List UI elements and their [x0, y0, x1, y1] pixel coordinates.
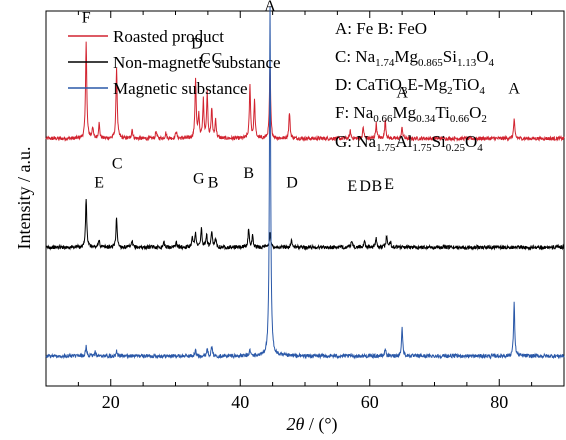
phase-text-part: 4 [477, 142, 483, 154]
x-tick-label: 20 [102, 392, 120, 412]
phase-a-b-label: A: Fe B: FeO [335, 19, 427, 38]
phase-text-part: Mg [394, 47, 418, 66]
x-tick-label: 60 [361, 392, 379, 412]
phase-text-part: 0.865 [418, 57, 443, 69]
series-line-0 [45, 41, 565, 142]
phase-c-label: C: Na1.74​Mg0.865​Si1.13​O4​ [335, 47, 494, 69]
x-tick-label: 40 [231, 392, 249, 412]
legend-label-magnetic: Magnetic substance [113, 79, 248, 98]
phase-text-part: 1.74 [375, 57, 395, 69]
peak-label: A [396, 84, 408, 101]
phase-text-part: 2 [481, 113, 487, 125]
phase-text-part: O [465, 132, 477, 151]
peak-label: B [208, 174, 219, 191]
phase-text-part: TiO [453, 75, 480, 94]
phase-text-part: Ti [435, 103, 450, 122]
phase-text-part: G: Na [335, 132, 377, 151]
phase-text-part: O [469, 103, 481, 122]
peak-label: B [243, 165, 254, 182]
phase-text-part: Si [432, 132, 446, 151]
peak-label: C [112, 156, 123, 173]
peak-label: A [508, 81, 520, 98]
phase-text-part: 0.25 [446, 142, 466, 154]
x-axis-label-unit: / (°) [304, 414, 337, 435]
x-tick-label: 80 [490, 392, 508, 412]
peak-label: F [82, 9, 91, 26]
phase-text-part: 1.13 [457, 57, 477, 69]
phase-text-part: E-Mg [407, 75, 447, 94]
phase-text-part: F: Na [335, 103, 374, 122]
phase-text-part: Mg [393, 103, 417, 122]
phase-text-part: 4 [479, 85, 485, 97]
phase-text-part: 4 [488, 57, 494, 69]
x-axis-label: 2θ / (°) [286, 414, 337, 435]
peak-label: C [200, 51, 211, 68]
x-axis: 20 40 60 80 [45, 11, 565, 412]
series-layer [45, 6, 565, 360]
peak-label: A [264, 0, 276, 15]
peak-label: E [94, 174, 104, 191]
phase-text-part: O [476, 47, 488, 66]
peak-label: D [286, 174, 298, 191]
series-line-1 [45, 199, 565, 251]
phase-text-part: 1.75 [376, 142, 396, 154]
peak-label: E [384, 176, 394, 193]
peak-label: G [193, 171, 205, 188]
phase-legend: A: Fe B: FeO C: Na1.74​Mg0.865​Si1.13​O4​… [335, 19, 494, 154]
phase-f-label: F: Na0.66​Mg0.34​Ti0.66​O2​ [335, 103, 487, 125]
legend: Roasted product Non-magnetic substance M… [68, 27, 281, 98]
peak-label: C [212, 51, 223, 68]
phase-text-part: 0.66 [450, 113, 470, 125]
phase-text-part: 0.66 [373, 113, 393, 125]
legend-label-nonmagnetic: Non-magnetic substance [113, 53, 281, 72]
peak-label: E [347, 178, 357, 195]
phase-text-part: 3 [402, 85, 408, 97]
legend-label-roasted: Roasted product [113, 27, 224, 46]
series-line-2 [45, 6, 565, 360]
phase-text-part: 0.34 [416, 113, 436, 125]
phase-text-part: 1.75 [412, 142, 432, 154]
phase-text-part: C: Na [335, 47, 376, 66]
phase-text-part: Al [395, 132, 412, 151]
peak-label: D [359, 178, 371, 195]
phase-text-part: Si [443, 47, 457, 66]
phase-g-label: G: Na1.75​Al1.75​Si0.25​O4​ [335, 132, 483, 154]
phase-text-part: 2 [447, 85, 453, 97]
peak-label: B [372, 178, 383, 195]
phase-text-part: A: Fe B: FeO [335, 19, 427, 38]
peak-label: D [191, 36, 203, 53]
x-axis-label-theta: 2θ [286, 414, 304, 434]
y-axis-label: Intensity / a.u. [14, 147, 34, 250]
phase-text-part: D: CaTiO [335, 75, 402, 94]
phase-d-label: D: CaTiO3​E-Mg2​TiO4​ [335, 75, 485, 97]
